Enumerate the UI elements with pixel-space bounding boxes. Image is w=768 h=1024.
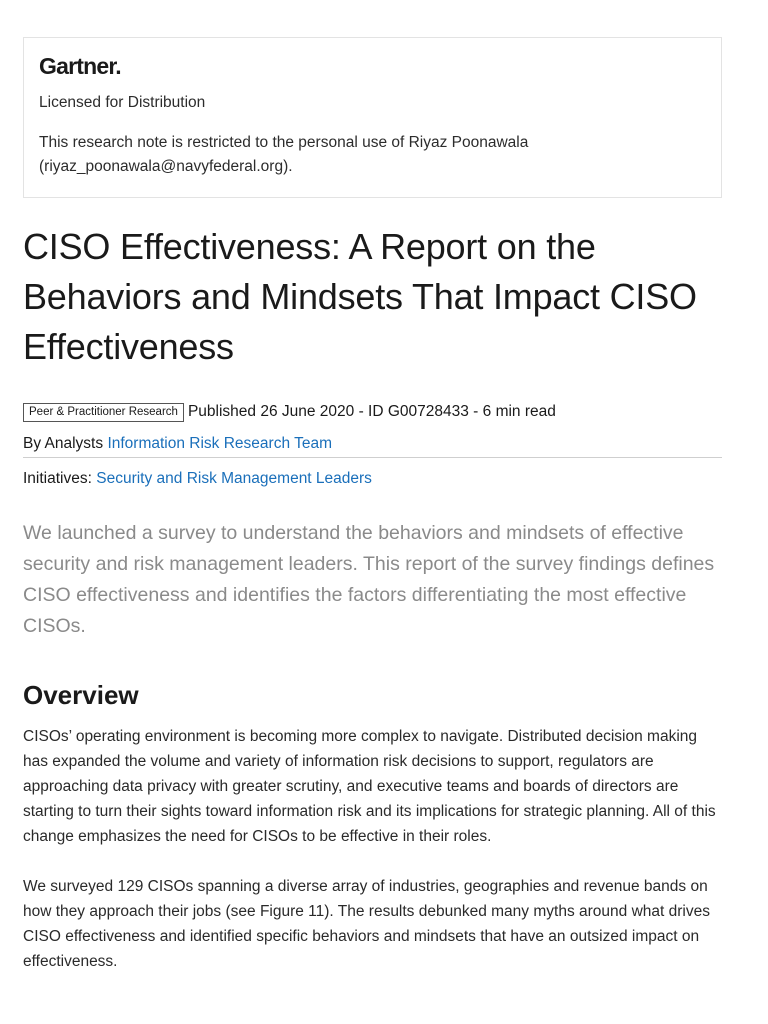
logo-text: Gartner bbox=[39, 53, 116, 79]
initiatives-link[interactable]: Security and Risk Management Leaders bbox=[96, 470, 372, 487]
license-box: Gartner. Licensed for Distribution This … bbox=[23, 37, 722, 198]
gartner-logo: Gartner. bbox=[39, 52, 706, 80]
initiatives-prefix: Initiatives: bbox=[23, 470, 92, 487]
restriction-note: This research note is restricted to the … bbox=[39, 134, 529, 175]
analysts-link[interactable]: Information Risk Research Team bbox=[107, 435, 332, 452]
research-page: Gartner. Licensed for Distribution This … bbox=[23, 37, 722, 974]
research-type-badge: Peer & Practitioner Research bbox=[23, 402, 184, 422]
overview-paragraph: CISOs’ operating environment is becoming… bbox=[23, 728, 716, 845]
publication-meta: Peer & Practitioner Research Published 2… bbox=[23, 401, 722, 423]
summary-text: We launched a survey to understand the b… bbox=[23, 522, 715, 637]
initiatives-row: Initiatives: Security and Risk Managemen… bbox=[23, 468, 722, 490]
license-label: Licensed for Distribution bbox=[39, 94, 206, 111]
published-info: Published 26 June 2020 - ID G00728433 - … bbox=[187, 403, 556, 420]
analysts-row: By Analysts Information Risk Research Te… bbox=[23, 433, 722, 458]
overview-heading: Overview bbox=[23, 680, 139, 710]
document-title: CISO Effectiveness: A Report on the Beha… bbox=[23, 226, 697, 367]
analysts-prefix: By Analysts bbox=[23, 435, 104, 452]
logo-dot: . bbox=[115, 53, 121, 79]
overview-paragraph: We surveyed 129 CISOs spanning a diverse… bbox=[23, 878, 710, 970]
